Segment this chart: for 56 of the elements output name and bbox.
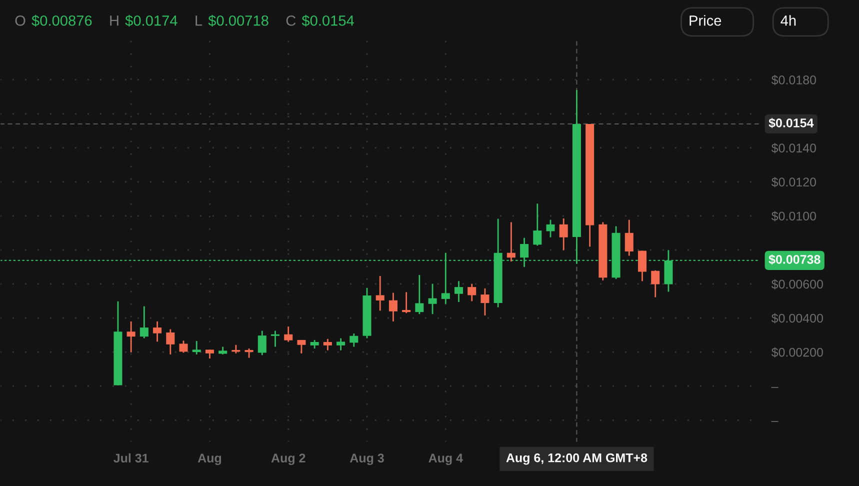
candlestick xyxy=(559,218,568,251)
candlestick xyxy=(415,274,424,315)
y-tick-label: $0.0100 xyxy=(771,211,816,222)
x-tick-label: Aug xyxy=(198,454,222,466)
x-tick-label: Aug 2 xyxy=(271,454,306,466)
y-tick-label: $0.00600 xyxy=(771,279,823,290)
candlestick xyxy=(624,219,634,256)
text: H xyxy=(110,16,118,26)
text: Price xyxy=(690,15,722,26)
candlestick xyxy=(297,339,306,354)
candlestick xyxy=(140,306,148,339)
candlestick xyxy=(350,332,358,348)
ref-line-label: Aug 6, 12:00 AM GMT+8 xyxy=(506,453,648,465)
candlestick xyxy=(258,330,266,356)
candlestick xyxy=(546,219,555,238)
y-tick-label: $0.0180 xyxy=(771,75,816,86)
candlestick xyxy=(376,275,384,312)
text: $0.00876 xyxy=(32,14,92,27)
ref-line-label: $0.0154 xyxy=(768,118,814,128)
x-tick-label: Aug 4 xyxy=(428,454,463,466)
candlestick xyxy=(284,326,293,342)
candlestick xyxy=(126,320,136,354)
candlestick xyxy=(638,250,647,282)
candlestick xyxy=(480,288,490,316)
text: 4h xyxy=(780,15,796,26)
candlestick xyxy=(468,283,476,302)
candlestick xyxy=(336,338,346,352)
text: $0.0154 xyxy=(302,14,354,27)
y-tick-label: $0.00200 xyxy=(771,347,823,358)
candlestick xyxy=(153,320,162,342)
candlestick xyxy=(323,338,332,352)
candlestick xyxy=(402,291,411,314)
text: C xyxy=(286,15,296,26)
text: O xyxy=(15,15,26,26)
candlestick xyxy=(651,270,660,298)
ref-line-label: $0.00738 xyxy=(768,254,820,265)
candlestick xyxy=(454,280,464,303)
candlestick xyxy=(428,283,437,315)
candlestick xyxy=(179,340,188,354)
candlestick xyxy=(192,340,201,356)
candlestick xyxy=(388,292,398,322)
x-tick-label: Aug 3 xyxy=(350,454,384,466)
y-tick-label: – xyxy=(771,387,778,388)
text: $0.0174 xyxy=(125,14,178,27)
candlestick xyxy=(244,348,254,359)
y-tick-label: $0.0140 xyxy=(771,143,816,154)
text: L xyxy=(196,16,202,26)
candlestick xyxy=(270,330,280,348)
x-tick-label: Jul 31 xyxy=(114,453,148,463)
candlestick xyxy=(533,202,542,246)
y-tick-label: $0.00400 xyxy=(771,313,823,324)
candlestick xyxy=(506,221,516,262)
y-tick-label: – xyxy=(771,421,778,422)
candlestick xyxy=(166,328,175,356)
y-tick-label: $0.0120 xyxy=(771,177,816,188)
text: $0.00718 xyxy=(208,14,268,27)
